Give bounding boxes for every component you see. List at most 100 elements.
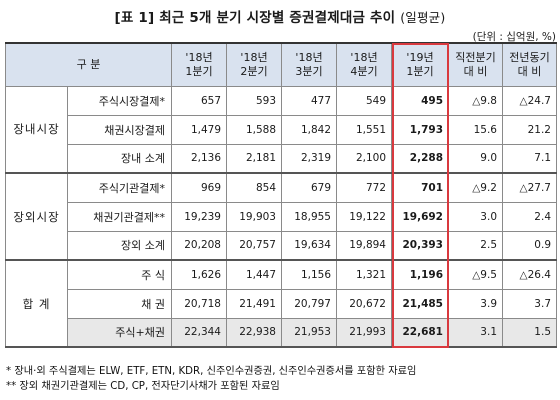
row-label: 주 식 <box>67 259 172 290</box>
value-cell: 969 <box>171 172 227 203</box>
value-cell: △9.2 <box>448 172 503 203</box>
value-cell: 3.1 <box>448 317 503 348</box>
value-cell: 2,100 <box>336 143 392 174</box>
value-cell: 1.5 <box>502 317 557 348</box>
value-cell: 549 <box>336 85 392 116</box>
value-cell: 20,208 <box>171 230 227 261</box>
value-cell: 21.2 <box>502 114 557 145</box>
value-cell-highlight: 2,288 <box>391 143 449 174</box>
value-cell: 3.0 <box>448 201 503 232</box>
group-label: 장외시장 <box>5 172 68 261</box>
value-cell-highlight: 701 <box>391 172 449 203</box>
header-col-text: 4분기 <box>350 64 378 78</box>
value-cell: △9.8 <box>448 85 503 116</box>
value-cell: 2,181 <box>226 143 282 174</box>
header-col-text: 대 비 <box>517 64 542 78</box>
value-cell: 3.9 <box>448 288 503 319</box>
value-cell: 21,993 <box>336 317 392 348</box>
table-row: 채 권 20,718 21,491 20,797 20,672 21,485 3.9 3.7 <box>6 288 557 319</box>
value-cell: 1,588 <box>226 114 282 145</box>
value-cell: 19,122 <box>336 201 392 232</box>
value-cell: 854 <box>226 172 282 203</box>
settlement-table-wrapper: 구 분 '18년 1분기 '18년 2분기 '18년 3분기 '18년 4분기 '19년… <box>5 42 557 348</box>
header-col: '18년 4분기 <box>336 42 392 87</box>
table-row: 주식+채권 22,344 22,938 21,953 21,993 22,681 3.1 1.… <box>6 317 557 348</box>
footnote-1: * 장내·외 주식결제는 ELW, ETF, ETN, KDR, 신주인수권증권… <box>6 366 417 377</box>
value-cell: 19,894 <box>336 230 392 261</box>
table-row: 채권시장결제 1,479 1,588 1,842 1,551 1,793 15.6 21.2 <box>6 114 557 145</box>
value-cell-highlight: 22,681 <box>391 317 449 348</box>
value-cell: 477 <box>281 85 337 116</box>
table-title: [표 1] 최근 5개 분기 시장별 증권결제대금 추이 (일평균) <box>0 6 560 26</box>
value-cell-highlight: 495 <box>391 85 449 116</box>
table-row: 채권기관결제** 19,239 19,903 18,955 19,122 19,692 3.… <box>6 201 557 232</box>
header-col-text: 직전분기 <box>455 50 496 64</box>
header-col-text: '18년 <box>240 50 268 64</box>
header-col-text: '18년 <box>295 50 323 64</box>
header-col-text: 전년동기 <box>509 50 550 64</box>
value-cell: 1,842 <box>281 114 337 145</box>
row-label: 주식기관결제* <box>67 172 172 203</box>
table-row: 장외 소계 20,208 20,757 19,634 19,894 20,393 2.5 0.… <box>6 230 557 261</box>
header-col-highlight: '19년 1분기 <box>391 42 449 87</box>
table-body: 장내시장 주식시장결제* 657 593 477 549 495 △9.8 △24.7 채권시장결… <box>5 85 557 348</box>
value-cell: 0.9 <box>502 230 557 261</box>
value-cell: 1,626 <box>171 259 227 290</box>
value-cell: 1,447 <box>226 259 282 290</box>
header-col-text: '18년 <box>350 50 378 64</box>
value-cell: 20,797 <box>281 288 337 319</box>
value-cell: △27.7 <box>502 172 557 203</box>
value-cell: 657 <box>171 85 227 116</box>
header-col: 전년동기 대 비 <box>502 42 557 87</box>
row-label: 주식시장결제* <box>67 85 172 116</box>
value-cell: 19,903 <box>226 201 282 232</box>
group-label: 장내시장 <box>5 85 68 174</box>
value-cell: 18,955 <box>281 201 337 232</box>
value-cell: △9.5 <box>448 259 503 290</box>
value-cell: 20,757 <box>226 230 282 261</box>
value-cell: 1,321 <box>336 259 392 290</box>
header-col-text: 1분기 <box>185 64 213 78</box>
value-cell: 3.7 <box>502 288 557 319</box>
value-cell: 2,136 <box>171 143 227 174</box>
value-cell: 15.6 <box>448 114 503 145</box>
value-cell: 21,953 <box>281 317 337 348</box>
value-cell: 19,634 <box>281 230 337 261</box>
value-cell: 593 <box>226 85 282 116</box>
header-col-text: 대 비 <box>463 64 488 78</box>
value-cell-highlight: 20,393 <box>391 230 449 261</box>
table-title-main: [표 1] 최근 5개 분기 시장별 증권결제대금 추이 <box>114 10 396 26</box>
header-col: '18년 1분기 <box>171 42 227 87</box>
footnotes: * 장내·외 주식결제는 ELW, ETF, ETN, KDR, 신주인수권증권… <box>6 364 416 394</box>
value-cell: 22,938 <box>226 317 282 348</box>
value-cell-highlight: 19,692 <box>391 201 449 232</box>
header-group: 구 분 <box>5 42 172 87</box>
value-cell: 19,239 <box>171 201 227 232</box>
header-col-text: '19년 <box>406 50 434 64</box>
row-label: 주식+채권 <box>67 317 172 348</box>
value-cell: 20,718 <box>171 288 227 319</box>
value-cell-highlight: 21,485 <box>391 288 449 319</box>
header-col-text: 3분기 <box>295 64 323 78</box>
header-col: 직전분기 대 비 <box>448 42 503 87</box>
table-row: 장내 소계 2,136 2,181 2,319 2,100 2,288 9.0 7.1 <box>6 143 557 174</box>
table-row: 장외시장 주식기관결제* 969 854 679 772 701 △9.2 △27.7 <box>5 172 557 261</box>
value-cell: 772 <box>336 172 392 203</box>
header-col: '18년 2분기 <box>226 42 282 87</box>
value-cell-highlight: 1,793 <box>391 114 449 145</box>
value-cell: △24.7 <box>502 85 557 116</box>
value-cell: △26.4 <box>502 259 557 290</box>
header-row: 구 분 '18년 1분기 '18년 2분기 '18년 3분기 '18년 4분기 '19년… <box>5 42 557 87</box>
value-cell: 1,551 <box>336 114 392 145</box>
row-label: 장내 소계 <box>67 143 172 174</box>
footnote-2: ** 장외 채권기관결제는 CD, CP, 전자단기사채가 포함된 자료임 <box>6 381 280 392</box>
header-col: '18년 3분기 <box>281 42 337 87</box>
value-cell: 7.1 <box>502 143 557 174</box>
value-cell: 1,156 <box>281 259 337 290</box>
group-label: 합 계 <box>5 259 68 348</box>
row-label: 채권기관결제** <box>67 201 172 232</box>
table-title-sub: (일평균) <box>400 10 446 25</box>
value-cell-highlight: 1,196 <box>391 259 449 290</box>
row-label: 채 권 <box>67 288 172 319</box>
row-label: 채권시장결제 <box>67 114 172 145</box>
